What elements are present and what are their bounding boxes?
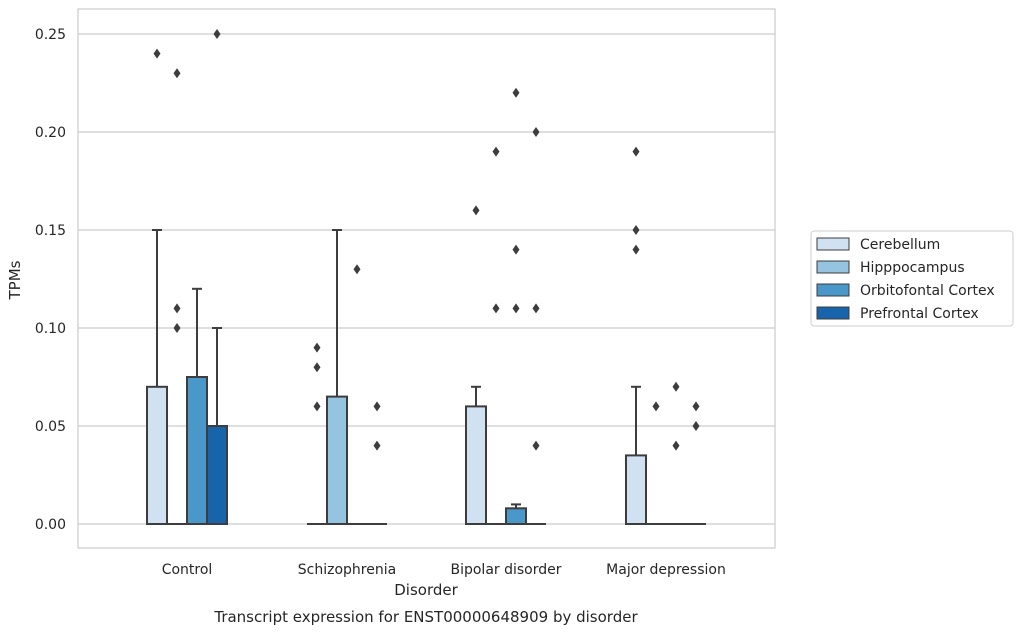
box-body [625, 454, 647, 525]
box-3-1 [367, 401, 387, 525]
outlier-point [672, 440, 680, 451]
outlier-point [313, 401, 321, 412]
box-2-1 [347, 264, 367, 525]
legend-label: Hipppocampus [860, 260, 965, 276]
outlier-point [472, 205, 480, 216]
outlier-point [173, 68, 181, 79]
plot-frame [77, 8, 776, 549]
x-tick-label: Major depression [606, 562, 726, 578]
box-1-1 [326, 229, 348, 526]
outlier-point [532, 440, 540, 451]
outlier-point [492, 146, 500, 157]
legend-swatch [816, 237, 850, 251]
y-axis-label: TPMs [6, 260, 24, 300]
outlier-point [313, 362, 321, 373]
y-tick-label: 0.25 [35, 27, 66, 43]
box-body [505, 507, 527, 526]
outlier-point [532, 303, 540, 314]
outlier-point [672, 381, 680, 392]
outlier-point [153, 48, 161, 59]
box-3-3 [686, 401, 706, 525]
outlier-point [652, 401, 660, 412]
outlier-point [353, 264, 361, 275]
outlier-point [313, 342, 321, 353]
y-tick-label: 0.00 [35, 517, 66, 533]
outlier-point [173, 323, 181, 333]
outlier-point [213, 29, 221, 39]
legend-label: Cerebellum [860, 237, 940, 253]
box-0-3 [625, 146, 647, 525]
box-body [465, 405, 487, 525]
outlier-point [512, 87, 520, 98]
box-0-2 [465, 205, 487, 525]
outlier-point [632, 244, 640, 255]
y-tick-label: 0.15 [35, 223, 66, 239]
box-body [186, 376, 208, 525]
box-0-0 [146, 48, 168, 525]
box-body [326, 395, 348, 526]
outlier-point [173, 303, 181, 314]
box-0-1 [307, 342, 327, 525]
x-tick-label: Schizophrenia [298, 562, 396, 578]
outlier-point [512, 303, 520, 314]
outlier-point [492, 303, 500, 314]
x-tick-label: Bipolar disorder [450, 562, 561, 578]
x-axis-label: Disorder [394, 581, 458, 599]
legend-label: Prefrontal Cortex [860, 306, 979, 322]
boxes [146, 29, 706, 526]
box-1-3 [646, 401, 666, 525]
legend-swatch [816, 306, 850, 320]
box-3-2 [526, 127, 546, 525]
legend-frame [810, 230, 1014, 327]
outlier-point [692, 421, 700, 431]
outlier-point [692, 401, 700, 412]
y-tick-labels: 0.00 0.05 0.10 0.15 0.20 0.25 [35, 27, 66, 533]
outlier-point [632, 225, 640, 235]
legend-swatch [816, 260, 850, 274]
outlier-point [373, 440, 381, 451]
box-3-0 [206, 29, 228, 525]
gridlines [78, 33, 775, 525]
outlier-point [532, 127, 540, 137]
outlier-point [632, 146, 640, 157]
legend-swatch [816, 283, 850, 297]
box-body [146, 385, 168, 525]
x-tick-label: Control [162, 562, 213, 578]
y-tick-label: 0.05 [35, 419, 66, 435]
box-1-2 [486, 146, 506, 525]
box-2-0 [186, 287, 208, 525]
x-tick-labels: Control Schizophrenia Bipolar disorder Majo… [162, 562, 726, 578]
legend-label: Orbitofontal Cortex [860, 283, 995, 299]
box-1-0 [167, 68, 187, 525]
box-2-2 [505, 87, 527, 526]
chart-caption: Transcript expression for ENST0000064890… [213, 608, 638, 626]
y-tick-label: 0.20 [35, 125, 66, 141]
box-2-3 [666, 381, 686, 525]
box-body [206, 425, 228, 525]
y-tick-label: 0.10 [35, 321, 66, 337]
legend: Cerebellum Hipppocampus Orbitofontal Corte… [810, 230, 1014, 327]
outlier-point [373, 401, 381, 412]
outlier-point [512, 244, 520, 255]
